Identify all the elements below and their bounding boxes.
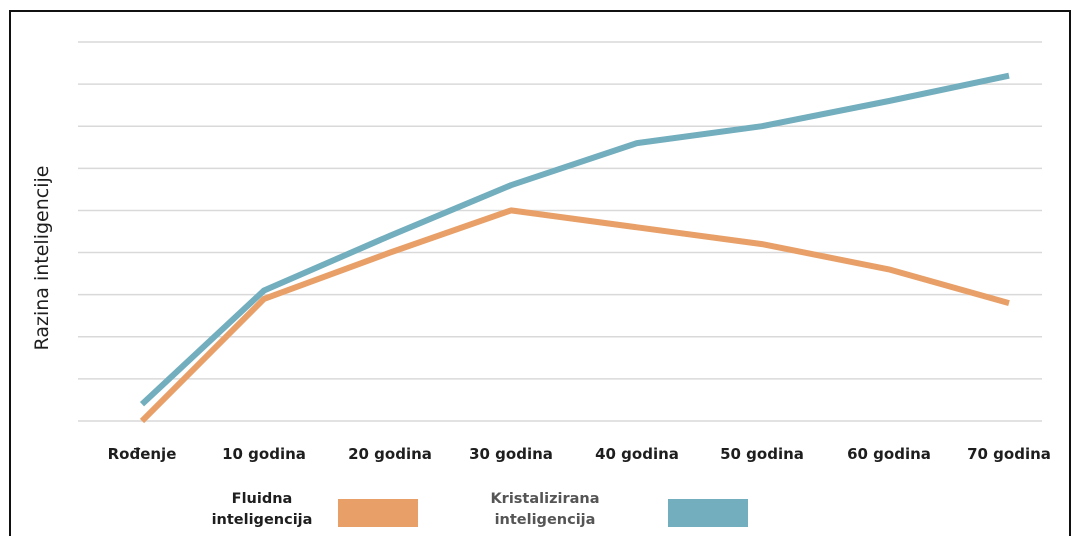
x-axis-ticks: Rođenje 10 godina 20 godina 30 godina 40 god… xyxy=(108,445,1051,463)
series-line-kristalizirana xyxy=(139,72,1010,407)
legend-item: Kristalizirana inteligencija xyxy=(490,491,748,528)
legend-label-line2: inteligencija xyxy=(212,512,313,528)
x-tick-label: 10 godina xyxy=(222,445,306,463)
x-tick-label: 40 godina xyxy=(595,445,679,463)
x-tick-label: 20 godina xyxy=(348,445,432,463)
x-tick-label: 60 godina xyxy=(847,445,931,463)
legend-label-line1: Kristalizirana xyxy=(490,491,599,507)
gridlines xyxy=(78,41,1042,422)
y-axis-label: Razina inteligencije xyxy=(31,166,53,351)
legend-label-line1: Fluidna xyxy=(232,491,293,507)
x-tick-label: 30 godina xyxy=(469,445,553,463)
legend-item: Fluidna inteligencija xyxy=(212,491,418,528)
x-tick-label: Rođenje xyxy=(108,445,177,463)
x-tick-label: 70 godina xyxy=(967,445,1051,463)
legend-swatch xyxy=(668,499,748,527)
legend-swatch xyxy=(338,499,418,527)
legend-label-line2: inteligencija xyxy=(495,512,596,528)
series-line-fluidna xyxy=(139,207,1010,424)
x-tick-label: 50 godina xyxy=(720,445,804,463)
series-lines xyxy=(139,72,1010,424)
legend: Fluidna inteligencija Kristalizirana inteli… xyxy=(212,491,748,528)
